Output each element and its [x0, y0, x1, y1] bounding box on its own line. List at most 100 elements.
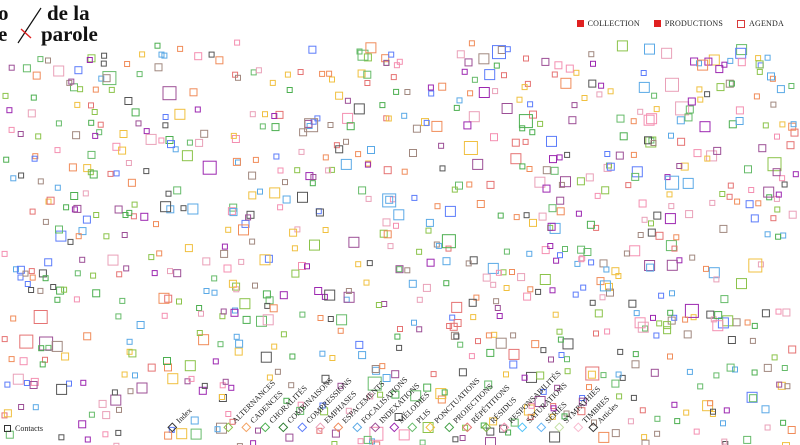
item-square[interactable]: [164, 294, 173, 303]
item-square[interactable]: [486, 180, 495, 189]
item-square[interactable]: [441, 234, 456, 249]
item-square[interactable]: [127, 388, 134, 395]
item-square[interactable]: [126, 338, 133, 345]
item-square[interactable]: [556, 196, 565, 205]
item-square[interactable]: [163, 357, 171, 365]
item-square[interactable]: [88, 102, 94, 109]
item-square[interactable]: [510, 332, 517, 339]
item-square[interactable]: [470, 314, 477, 321]
item-square[interactable]: [61, 352, 70, 361]
item-square[interactable]: [130, 213, 137, 220]
item-square[interactable]: [114, 205, 123, 214]
item-square[interactable]: [762, 122, 769, 129]
item-square[interactable]: [214, 426, 221, 433]
item-square[interactable]: [494, 305, 501, 311]
item-square[interactable]: [154, 63, 163, 72]
item-square[interactable]: [395, 265, 404, 274]
item-square[interactable]: [549, 155, 557, 164]
item-square[interactable]: [83, 332, 92, 341]
item-square[interactable]: [50, 284, 57, 290]
item-square[interactable]: [534, 176, 546, 188]
item-square[interactable]: [340, 158, 352, 170]
item-square[interactable]: [467, 90, 474, 97]
item-square[interactable]: [125, 160, 132, 166]
item-square[interactable]: [790, 121, 797, 128]
item-square[interactable]: [574, 260, 581, 267]
item-square[interactable]: [549, 413, 556, 420]
item-square[interactable]: [198, 310, 204, 317]
item-square[interactable]: [471, 76, 478, 83]
item-square[interactable]: [260, 351, 272, 363]
item-square[interactable]: [264, 254, 273, 263]
item-square[interactable]: [92, 86, 99, 93]
item-square[interactable]: [162, 122, 169, 129]
item-square[interactable]: [188, 375, 195, 382]
item-square[interactable]: [140, 212, 149, 221]
item-square[interactable]: [727, 336, 736, 344]
item-square[interactable]: [508, 348, 520, 360]
item-square[interactable]: [790, 128, 799, 137]
item-square[interactable]: [558, 352, 565, 358]
item-square[interactable]: [661, 47, 673, 59]
item-square[interactable]: [653, 332, 660, 339]
item-square[interactable]: [456, 50, 465, 59]
item-square[interactable]: [328, 166, 335, 173]
item-square[interactable]: [722, 315, 734, 327]
item-square[interactable]: [663, 321, 672, 330]
item-square[interactable]: [298, 148, 305, 155]
item-square[interactable]: [442, 257, 451, 266]
item-square[interactable]: [726, 193, 733, 200]
item-square[interactable]: [12, 373, 24, 385]
item-square[interactable]: [434, 203, 441, 210]
item-square[interactable]: [73, 296, 80, 303]
item-square[interactable]: [646, 263, 655, 272]
item-square[interactable]: [324, 289, 336, 301]
item-square[interactable]: [74, 101, 81, 108]
item-square[interactable]: [564, 368, 571, 375]
item-square[interactable]: [746, 391, 758, 403]
item-square[interactable]: [599, 280, 611, 292]
item-square[interactable]: [357, 69, 366, 78]
item-square[interactable]: [269, 79, 276, 86]
item-square[interactable]: [727, 57, 734, 64]
item-square[interactable]: [232, 157, 241, 166]
item-square[interactable]: [496, 313, 503, 319]
item-square[interactable]: [709, 199, 716, 206]
item-square[interactable]: [310, 174, 317, 180]
item-square[interactable]: [285, 433, 294, 442]
item-square[interactable]: [308, 45, 317, 54]
item-square[interactable]: [588, 259, 595, 266]
item-square[interactable]: [478, 53, 490, 65]
item-square[interactable]: [275, 110, 284, 119]
item-square[interactable]: [708, 54, 720, 66]
item-square[interactable]: [366, 260, 373, 267]
item-square[interactable]: [644, 43, 655, 55]
item-square[interactable]: [503, 248, 510, 255]
item-square[interactable]: [381, 301, 388, 307]
item-square[interactable]: [769, 75, 776, 82]
item-square[interactable]: [196, 330, 203, 336]
item-square[interactable]: [505, 429, 512, 436]
item-square[interactable]: [90, 272, 97, 279]
item-square[interactable]: [680, 162, 689, 171]
item-square[interactable]: [428, 90, 435, 97]
item-square[interactable]: [445, 245, 452, 252]
item-square[interactable]: [111, 389, 118, 396]
item-square[interactable]: [720, 420, 726, 427]
item-square[interactable]: [655, 231, 664, 240]
item-square[interactable]: [646, 113, 658, 125]
item-square[interactable]: [484, 69, 496, 81]
item-square[interactable]: [650, 368, 659, 377]
item-square[interactable]: [383, 59, 390, 66]
item-square[interactable]: [542, 184, 551, 193]
item-square[interactable]: [315, 208, 324, 217]
item-square[interactable]: [167, 268, 173, 275]
item-square[interactable]: [503, 371, 509, 378]
item-square[interactable]: [687, 97, 696, 106]
item-square[interactable]: [273, 153, 280, 160]
item-square[interactable]: [537, 120, 544, 127]
item-square[interactable]: [221, 243, 228, 250]
item-square[interactable]: [321, 374, 330, 383]
item-square[interactable]: [693, 428, 700, 435]
item-square[interactable]: [121, 232, 128, 238]
